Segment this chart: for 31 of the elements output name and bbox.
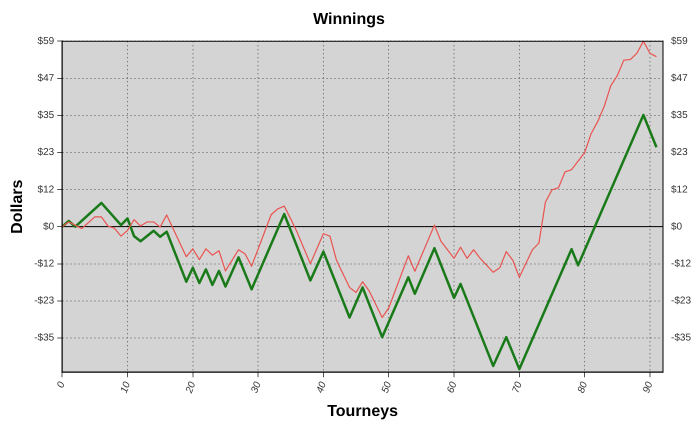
y2-tick-label: $47 [670, 73, 688, 84]
y-tick-label: $23 [38, 147, 55, 158]
x-tick-label: 10 [118, 380, 134, 395]
y2-tick-label: $59 [670, 36, 688, 47]
y2-tick-label: $35 [670, 110, 688, 122]
x-tick-label: 40 [314, 380, 330, 395]
y-tick-label: $12 [38, 184, 55, 196]
y-tick-label: -$12 [34, 258, 55, 270]
y-tick-label: $35 [38, 110, 55, 122]
y2-tick-label: -$12 [670, 258, 692, 270]
y-tick-label: -$35 [34, 332, 55, 344]
chart-title: Winnings [313, 11, 386, 28]
y2-tick-label: -$35 [670, 332, 692, 344]
x-tick-label: 60 [445, 380, 460, 395]
x-tick-label: 0 [55, 380, 68, 390]
x-tick-label: 30 [249, 380, 264, 395]
x-axis-title: Tourneys [327, 402, 398, 420]
y-axis-title: Dollars [9, 180, 26, 234]
y-tick-label: -$23 [34, 296, 55, 307]
x-tick-label: 90 [641, 380, 656, 395]
y2-tick-label: $0 [670, 221, 683, 232]
y-tick-label: $47 [38, 73, 55, 84]
y2-tick-label: $23 [670, 147, 688, 158]
x-tick-label: 80 [576, 380, 590, 395]
x-tick-label: 70 [510, 380, 525, 395]
y-tick-label: $59 [38, 36, 55, 47]
x-tick-label: 50 [380, 380, 394, 395]
y-tick-label: $0 [43, 221, 55, 232]
y2-tick-label: -$23 [670, 296, 692, 307]
y2-tick-label: $12 [670, 184, 688, 196]
x-tick-label: 20 [184, 380, 198, 396]
